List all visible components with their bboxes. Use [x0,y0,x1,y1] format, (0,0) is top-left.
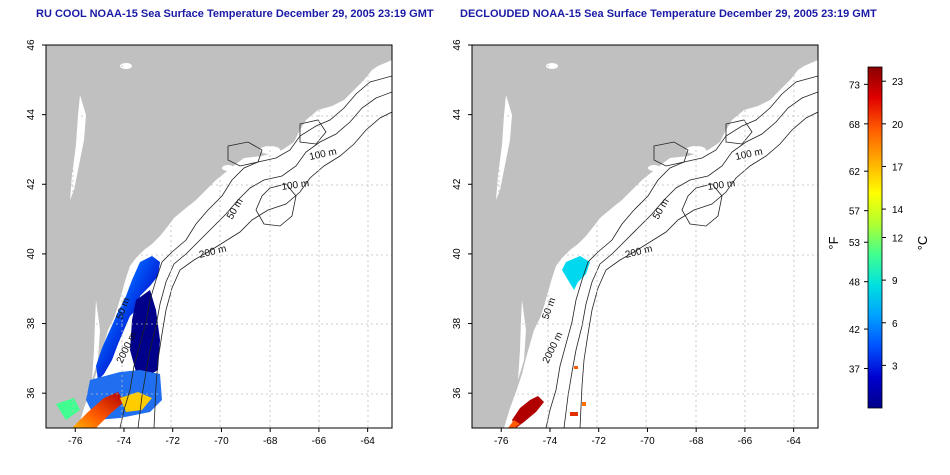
right-x-tick-label: -74 [543,436,558,447]
right-x-tick-label: -68 [689,436,704,447]
left-sst-cold-patch [96,256,160,380]
celsius-tick-label: 17 [892,162,904,173]
right-sst-cyan-patch [562,256,590,290]
fahrenheit-tick-label: 37 [849,365,861,376]
celsius-label: °C [915,236,930,251]
right-y-tick-label: 42 [452,178,463,190]
right-contours [545,75,818,428]
left-x-tick-label: -72 [165,436,180,447]
left-map-frame [45,44,393,429]
right-y-tick-label: 40 [452,248,463,260]
fahrenheit-tick-label: 73 [849,80,861,91]
right-x-tick-label: -70 [640,436,655,447]
celsius-tick-label: 3 [892,361,898,372]
left-x-tick-label: -74 [117,436,132,447]
right-map-panel: 100 m 100 m 50 m 200 m 50 m 2000 m -76 -7… [452,39,819,447]
right-y-tick-label: 46 [452,39,463,51]
celsius-tick-label: 12 [892,234,904,245]
celsius-tick-label: 14 [892,205,904,216]
left-x-tick-label: -70 [214,436,229,447]
right-axis-ticks: -76 -74 -72 -70 -68 -66 -64 36 38 40 42 44 46 [452,39,801,447]
fahrenheit-tick-label: 53 [849,238,861,249]
left-panel-title: RU COOL NOAA-15 Sea Surface Temperature … [36,8,434,20]
right-x-tick-label: -66 [738,436,753,447]
right-grid [472,45,818,428]
left-grid [46,45,392,428]
left-x-tick-label: -66 [312,436,327,447]
left-sst-warm-patch [72,392,124,428]
right-contour-label-100b: 100 m [707,178,736,193]
fahrenheit-tick-label: 48 [849,278,861,289]
left-contour-label-100b: 100 m [281,178,310,193]
left-contours [119,75,392,428]
fahrenheit-tick-label: 57 [849,207,861,218]
left-x-tick-label: -64 [360,436,375,447]
left-x-tick-label: -68 [263,436,278,447]
right-x-tick-label: -72 [591,436,606,447]
left-map-panel: 100 m 100 m 50 m 200 m 50 m 2000 m -76 -7… [26,39,393,447]
colorbar-ticks: 23 20 17 14 12 9 6 3 73 68 62 57 53 48 42 37 [849,77,904,375]
left-land [46,45,392,428]
colorbar: °F °C 23 20 17 14 12 9 6 3 73 68 62 57 53 48 42 37 [826,66,930,409]
left-y-tick-label: 38 [26,318,37,330]
right-sst-warm-stream [512,396,544,428]
left-x-tick-label: -76 [68,436,83,447]
celsius-tick-label: 6 [892,319,898,330]
celsius-tick-label: 23 [892,77,904,88]
celsius-tick-label: 9 [892,276,898,287]
left-y-tick-label: 46 [26,39,37,51]
left-y-tick-label: 36 [26,387,37,399]
right-x-tick-label: -76 [494,436,509,447]
fahrenheit-label: °F [826,236,841,249]
right-y-tick-label: 36 [452,387,463,399]
left-y-tick-label: 42 [26,178,37,190]
fahrenheit-tick-label: 42 [849,325,861,336]
celsius-tick-label: 20 [892,120,904,131]
right-y-tick-label: 44 [452,109,463,121]
colorbar-gradient [867,66,883,409]
right-map-frame [471,44,819,429]
right-x-tick-label: -64 [786,436,801,447]
right-land [472,45,818,428]
fahrenheit-tick-label: 68 [849,120,861,131]
right-y-tick-label: 38 [452,318,463,330]
left-axis-ticks: -76 -74 -72 -70 -68 -66 -64 36 38 40 42 44 46 [26,39,375,447]
right-panel-title: DECLOUDED NOAA-15 Sea Surface Temperatur… [460,8,877,20]
fahrenheit-tick-label: 62 [849,167,861,178]
left-y-tick-label: 40 [26,248,37,260]
left-y-tick-label: 44 [26,109,37,121]
